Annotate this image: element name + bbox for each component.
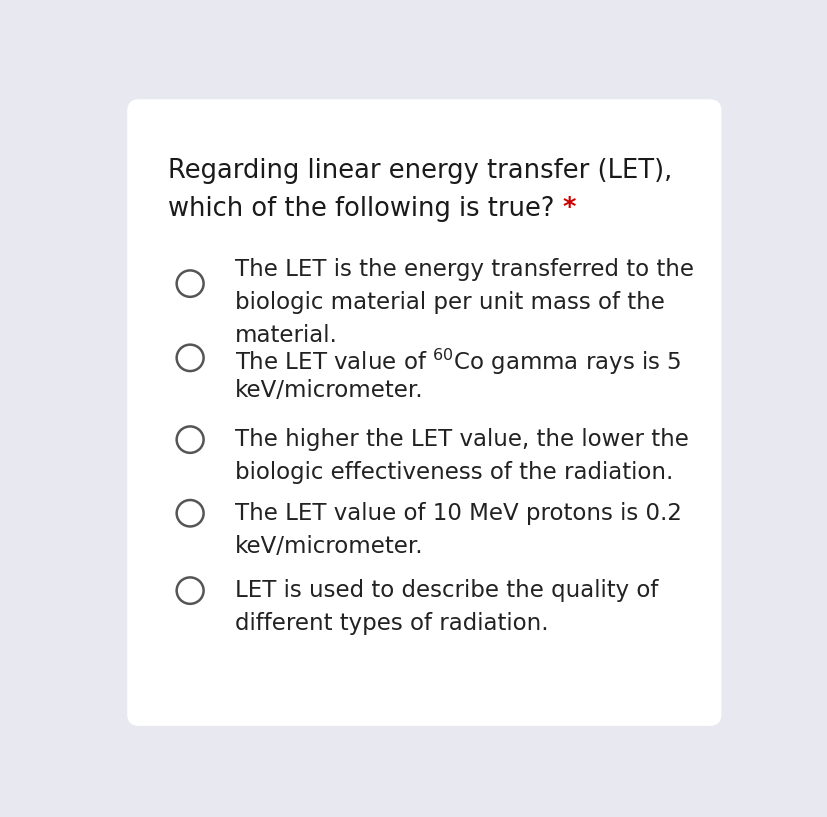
Text: The LET value of 10 MeV protons is 0.2: The LET value of 10 MeV protons is 0.2 <box>235 502 681 525</box>
Text: Regarding linear energy transfer (LET),: Regarding linear energy transfer (LET), <box>167 158 671 184</box>
Text: material.: material. <box>235 324 337 347</box>
Text: biologic effectiveness of the radiation.: biologic effectiveness of the radiation. <box>235 461 672 484</box>
Text: The LET is the energy transferred to the: The LET is the energy transferred to the <box>235 258 693 282</box>
Text: different types of radiation.: different types of radiation. <box>235 612 548 635</box>
Text: keV/micrometer.: keV/micrometer. <box>235 379 423 402</box>
Text: The LET value of $^{60}$Co gamma rays is 5: The LET value of $^{60}$Co gamma rays is… <box>235 346 681 377</box>
Text: keV/micrometer.: keV/micrometer. <box>235 534 423 558</box>
FancyBboxPatch shape <box>127 100 720 725</box>
Text: biologic material per unit mass of the: biologic material per unit mass of the <box>235 291 664 315</box>
Text: LET is used to describe the quality of: LET is used to describe the quality of <box>235 579 657 602</box>
Text: *: * <box>562 195 575 221</box>
Text: The higher the LET value, the lower the: The higher the LET value, the lower the <box>235 428 688 451</box>
Text: which of the following is true?: which of the following is true? <box>167 195 562 221</box>
